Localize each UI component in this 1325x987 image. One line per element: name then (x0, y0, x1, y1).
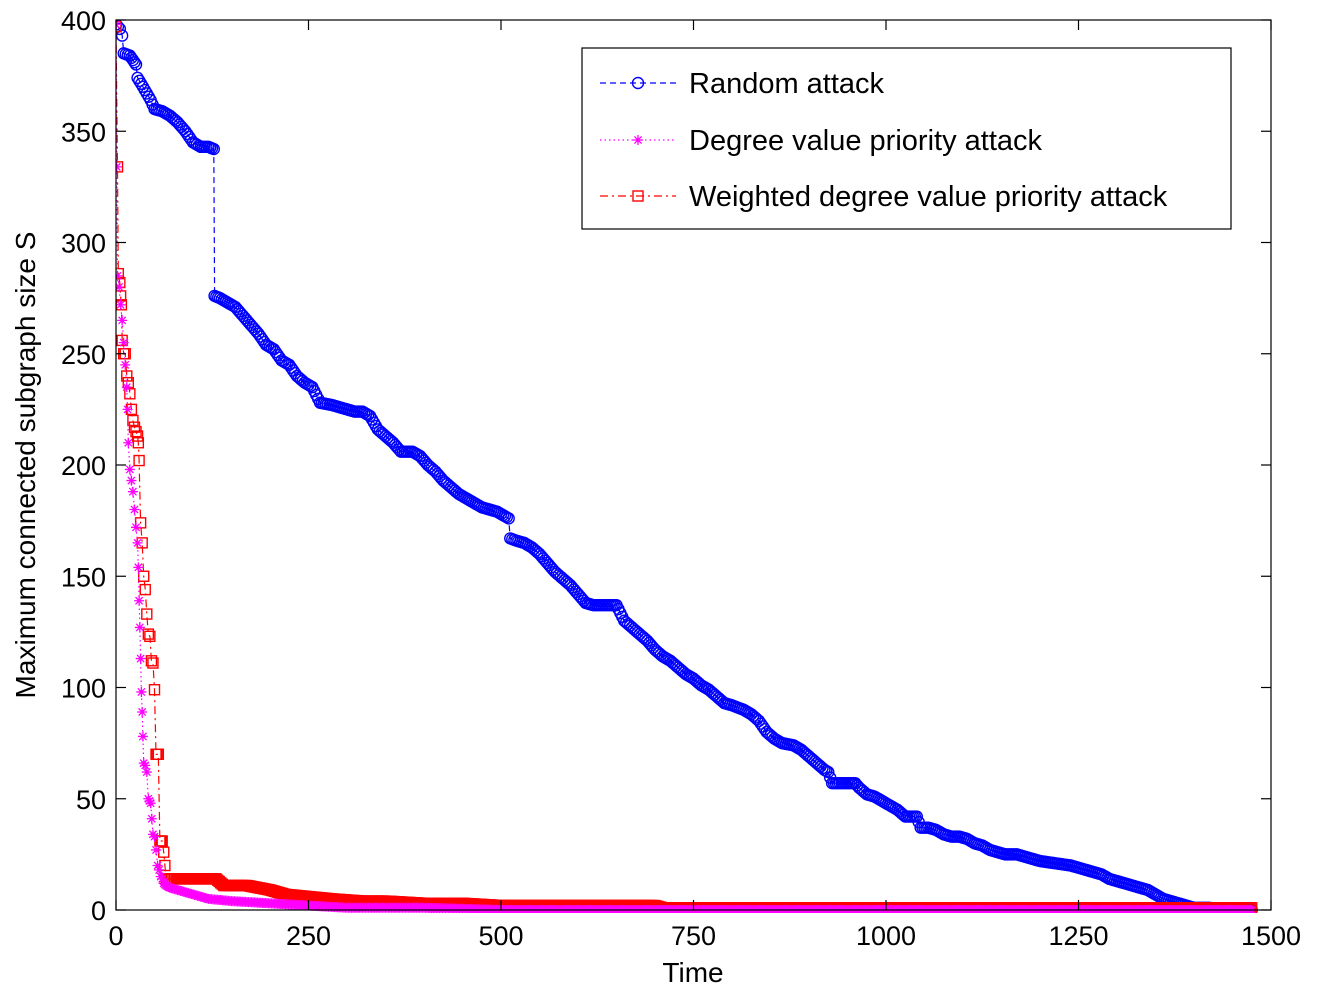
legend-marker (632, 190, 644, 202)
series-layer (116, 20, 1258, 913)
series-line (116, 24, 1252, 911)
data-point (500, 511, 513, 524)
data-point (134, 595, 145, 606)
data-point (154, 864, 165, 875)
data-point (116, 20, 122, 33)
x-axis-label: Time (662, 957, 723, 987)
data-point (144, 795, 155, 806)
data-point (129, 504, 140, 515)
y-tick-label: 400 (61, 6, 106, 36)
data-point (141, 608, 153, 620)
data-point (116, 334, 128, 347)
data-point (124, 464, 135, 475)
data-point (131, 522, 142, 533)
data-point (148, 684, 161, 696)
data-point (133, 562, 144, 573)
x-tick-label: 0 (108, 921, 123, 951)
data-point (134, 77, 148, 90)
data-point (820, 764, 833, 778)
legend-label: Random attack (689, 68, 885, 100)
data-point (132, 537, 143, 548)
data-point (116, 161, 124, 173)
legend-marker (633, 135, 643, 145)
data-point (141, 767, 152, 778)
data-point (123, 437, 134, 448)
data-point (910, 810, 923, 823)
data-point (502, 512, 515, 525)
y-tick-label: 150 (61, 562, 106, 592)
data-point (142, 628, 155, 640)
data-point (140, 760, 151, 771)
data-point (116, 299, 126, 310)
data-point (822, 765, 835, 779)
data-point (132, 437, 145, 449)
data-point (146, 813, 157, 824)
data-point (120, 359, 131, 370)
data-point (207, 142, 220, 156)
data-point (149, 831, 160, 842)
data-point (131, 71, 144, 85)
legend-label: Degree value priority attack (689, 125, 1042, 157)
legend-box (581, 47, 1232, 230)
data-point (138, 570, 150, 582)
data-point (131, 430, 144, 442)
data-point (152, 860, 163, 871)
data-point (157, 873, 168, 884)
data-point (126, 475, 137, 486)
y-tick-label: 200 (61, 451, 106, 481)
legend-label: Weighted degree value priority attack (689, 181, 1168, 213)
data-point (133, 454, 145, 467)
x-tick-label: 1500 (1241, 921, 1301, 951)
data-point (136, 686, 147, 697)
data-point (116, 267, 125, 280)
data-point (129, 58, 143, 71)
x-tick-label: 1250 (1048, 921, 1108, 951)
x-tick-label: 250 (286, 921, 331, 951)
data-point (134, 622, 145, 633)
data-point (116, 22, 127, 36)
data-point (117, 315, 128, 326)
data-point (139, 583, 151, 596)
legend: Random attack Degree value priority attac… (581, 47, 1232, 230)
data-point (152, 748, 165, 760)
data-point (116, 270, 123, 281)
data-point (144, 630, 156, 643)
axis-ticks: 0 250 500 750 1000 1250 1500 0 50 100 150 200 250 300… (61, 6, 1301, 951)
y-tick-label: 100 (61, 674, 106, 704)
data-point (135, 653, 146, 664)
x-tick-label: 750 (671, 921, 716, 951)
data-point (116, 282, 125, 292)
data-point (145, 655, 158, 667)
data-point (118, 337, 129, 348)
data-point (124, 388, 136, 400)
data-point (156, 835, 168, 847)
data-point (122, 404, 133, 415)
data-point (151, 844, 162, 855)
data-point (143, 793, 154, 804)
data-point (145, 798, 156, 809)
data-point (137, 706, 148, 717)
data-point (116, 29, 129, 42)
data-point (137, 731, 148, 742)
y-axis-label: Maximum connected subgraph size S (10, 232, 41, 699)
x-tick-label: 500 (478, 921, 523, 951)
y-tick-label: 250 (61, 340, 106, 370)
data-point (127, 486, 138, 497)
x-tick-label: 1000 (856, 921, 916, 951)
y-tick-label: 50 (76, 785, 106, 815)
data-point (147, 657, 159, 669)
data-point (121, 382, 132, 393)
data-point (133, 74, 146, 88)
data-point (116, 161, 122, 172)
y-tick-label: 350 (61, 117, 106, 147)
y-tick-label: 300 (61, 229, 106, 259)
data-point (361, 408, 375, 422)
y-tick-label: 0 (91, 896, 106, 926)
series-1 (116, 20, 1258, 913)
data-point (128, 56, 141, 69)
legend-marker (631, 76, 645, 90)
